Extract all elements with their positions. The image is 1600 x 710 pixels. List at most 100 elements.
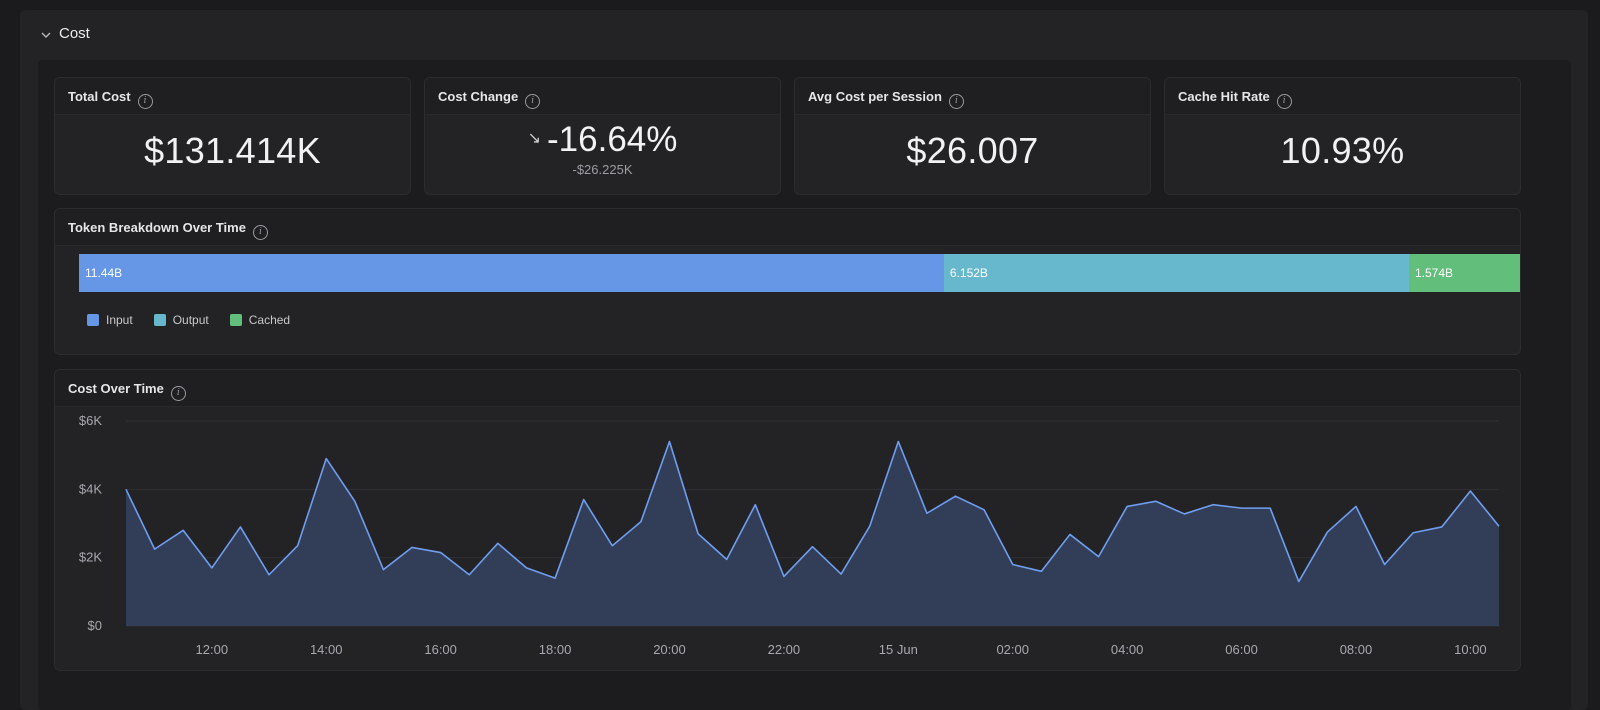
x-tick-label: 16:00 — [424, 642, 457, 657]
info-icon[interactable]: i — [1276, 94, 1292, 109]
legend-swatch — [87, 314, 99, 326]
token-segment-output[interactable]: 6.152B — [943, 254, 1409, 292]
x-tick-label: 20:00 — [653, 642, 686, 657]
avg-cost-label: Avg Cost per Session — [808, 89, 942, 104]
data-point — [467, 573, 471, 577]
data-point — [1497, 524, 1501, 528]
x-tick-label: 08:00 — [1340, 642, 1373, 657]
cost-section-content: Total Cost i $131.414K Cost Change i ↘ -16.… — [38, 60, 1571, 710]
data-point — [982, 508, 986, 512]
data-point — [1039, 569, 1043, 573]
cost-section-header[interactable]: Cost — [20, 10, 1588, 60]
data-point — [353, 499, 357, 503]
data-point — [1154, 499, 1158, 503]
data-point — [1297, 580, 1301, 584]
token-segment-input[interactable]: 11.44B — [79, 254, 944, 292]
data-point — [896, 440, 900, 444]
cost-change-card: Cost Change i ↘ -16.64% -$26.225K — [424, 77, 781, 195]
data-point — [1268, 506, 1272, 510]
legend-item-output[interactable]: Output — [153, 313, 209, 327]
data-point — [124, 487, 128, 491]
data-point — [1411, 531, 1415, 535]
data-point — [610, 544, 614, 548]
cache-hit-value: 10.93% — [1280, 130, 1405, 171]
data-point — [1097, 555, 1101, 559]
data-point — [1383, 563, 1387, 567]
data-point — [153, 547, 157, 551]
data-point — [210, 566, 214, 570]
avg-cost-value: $26.007 — [906, 130, 1039, 171]
token-breakdown-title: Token Breakdown Over Time — [68, 220, 246, 235]
x-tick-label: 04:00 — [1111, 642, 1144, 657]
info-icon[interactable]: i — [252, 225, 268, 240]
data-point — [753, 503, 757, 507]
data-point — [1068, 532, 1072, 536]
data-point — [1211, 503, 1215, 507]
cost-area-chart[interactable]: $0 $2K $4K $6K 12:00 14:00 16:00 18:00 20:00 22:0… — [55, 406, 1520, 670]
cost-section: Cost Total Cost i $131.414K Cost Change i … — [20, 10, 1588, 710]
x-tick-label: 18:00 — [539, 642, 572, 657]
data-point — [725, 557, 729, 561]
data-point — [296, 544, 300, 548]
data-point — [324, 457, 328, 461]
data-point — [639, 520, 643, 524]
data-point — [496, 541, 500, 545]
card-title: Avg Cost per Session i — [808, 89, 964, 109]
card-header: Total Cost i — [55, 78, 410, 115]
legend-swatch — [153, 314, 166, 326]
data-point — [410, 545, 414, 549]
info-icon[interactable]: i — [525, 94, 541, 109]
card-header: Cost Change i — [425, 78, 780, 115]
data-point — [553, 576, 557, 580]
info-icon[interactable]: i — [948, 94, 964, 109]
legend-label: Input — [106, 313, 133, 327]
x-tick-label: 14:00 — [310, 642, 343, 657]
chevron-down-icon[interactable] — [40, 29, 52, 41]
data-point — [1011, 563, 1015, 567]
data-point — [439, 551, 443, 555]
legend-item-input[interactable]: Input — [87, 313, 133, 327]
card-header: Token Breakdown Over Time i — [55, 209, 1520, 246]
y-tick-label: $0 — [88, 618, 102, 633]
legend-label: Output — [172, 313, 209, 327]
y-tick-label: $4K — [79, 481, 102, 496]
data-point — [524, 566, 528, 570]
card-header: Cost Over Time i — [55, 370, 1520, 407]
data-point — [267, 573, 271, 577]
x-tick-label: 12:00 — [196, 642, 229, 657]
x-tick-label: 06:00 — [1225, 642, 1258, 657]
data-point — [782, 574, 786, 578]
info-icon[interactable]: i — [137, 94, 153, 109]
data-point — [181, 528, 185, 532]
token-breakdown-card: Token Breakdown Over Time i 11.44B 6.152B 1… — [54, 208, 1521, 355]
data-point — [1354, 504, 1358, 508]
section-title: Cost — [59, 25, 90, 42]
x-tick-label: 22:00 — [768, 642, 801, 657]
legend-label: Cached — [248, 313, 291, 327]
token-stacked-bar: 11.44B 6.152B 1.574B — [79, 254, 1520, 292]
legend-item-cached[interactable]: Cached — [229, 313, 291, 327]
cost-over-time-title: Cost Over Time — [68, 381, 164, 396]
card-title: Cost Over Time i — [68, 381, 186, 401]
token-legend: Input Output Cached — [87, 313, 311, 327]
card-header: Cache Hit Rate i — [1165, 78, 1520, 115]
data-point — [238, 525, 242, 529]
card-title: Cache Hit Rate i — [1178, 89, 1292, 109]
data-point — [1468, 489, 1472, 493]
data-point — [1125, 504, 1129, 508]
data-point — [582, 498, 586, 502]
token-segment-label: 6.152B — [949, 266, 988, 280]
y-tick-label: $6K — [79, 413, 102, 428]
data-point — [811, 545, 815, 549]
info-icon[interactable]: i — [170, 386, 186, 401]
data-point — [381, 568, 385, 572]
data-point — [667, 440, 671, 444]
x-tick-label: 02:00 — [996, 642, 1029, 657]
cost-change-delta: -$26.225K — [572, 162, 633, 177]
total-cost-card: Total Cost i $131.414K — [54, 77, 411, 195]
token-segment-cached[interactable]: 1.574B — [1408, 254, 1520, 292]
cost-over-time-card: Cost Over Time i $0 $2K $4K $6K 12:00 14:00 16:… — [54, 369, 1521, 671]
data-point — [1182, 512, 1186, 516]
token-segment-label: 1.574B — [1414, 266, 1454, 280]
cost-change-wrap: ↘ -16.64% — [425, 120, 780, 160]
